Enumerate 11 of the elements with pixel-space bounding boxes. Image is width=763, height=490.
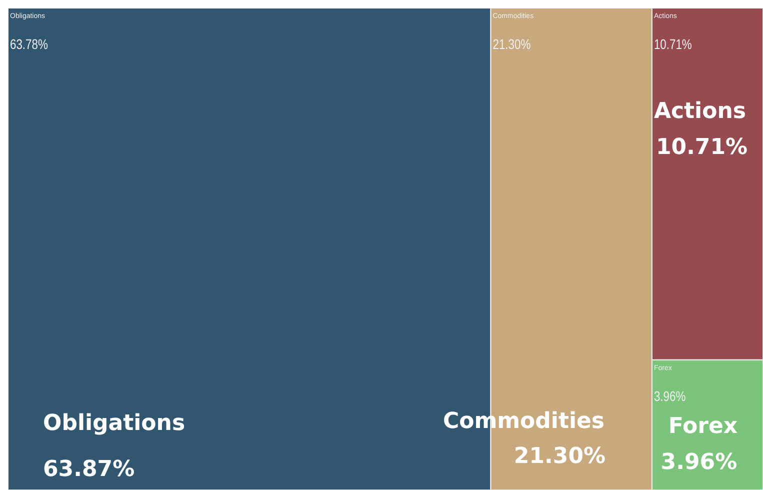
text: Forex xyxy=(668,414,738,439)
data-label: 3.96% xyxy=(654,388,686,404)
data-label: 63.78% xyxy=(10,36,48,52)
text: 3.96% xyxy=(660,450,738,475)
text: 10.71% xyxy=(656,135,748,160)
text: Actions xyxy=(654,99,746,124)
text: 63.87% xyxy=(43,457,135,482)
data-label: 21.30% xyxy=(492,36,531,52)
text: 21.30% xyxy=(514,444,606,469)
text: Obligations xyxy=(43,411,186,436)
data-label: 10.71% xyxy=(654,36,692,52)
